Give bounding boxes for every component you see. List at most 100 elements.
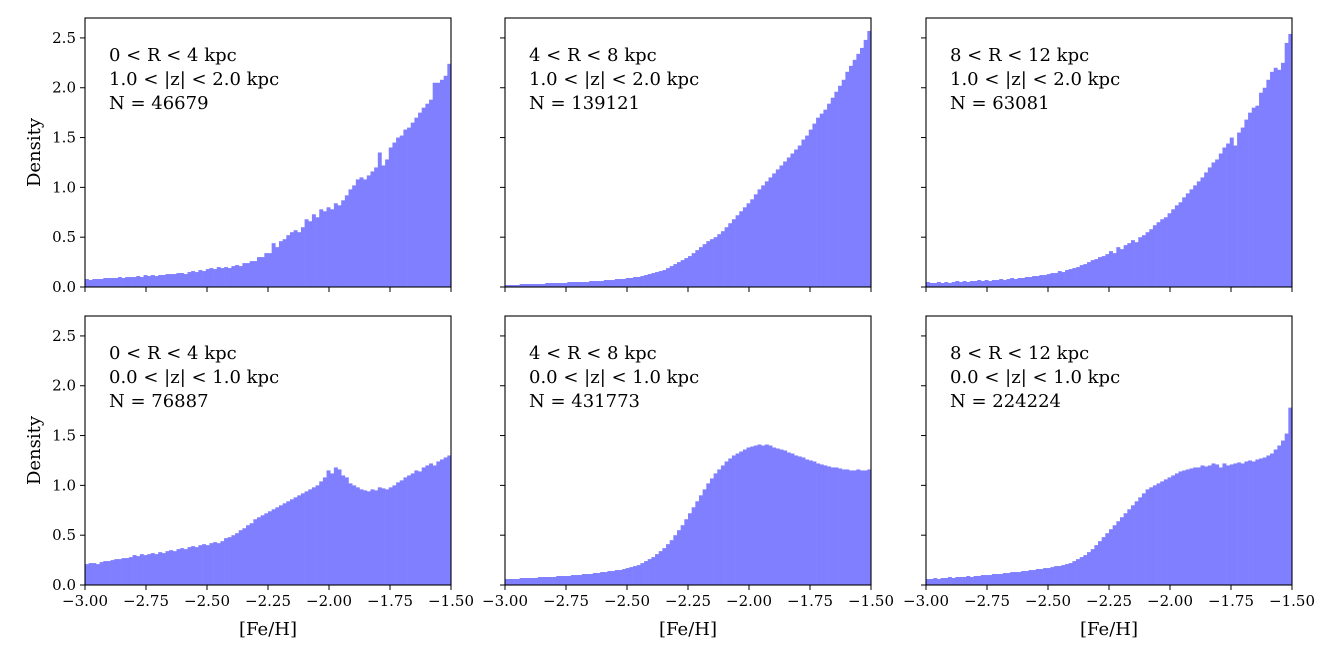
histogram-bar (570, 575, 575, 585)
histogram-bar (1002, 573, 1007, 585)
histogram-bar (246, 525, 250, 585)
histogram-bars (926, 407, 1293, 585)
histogram-bar (355, 487, 360, 585)
x-tick-label: −2.75 (964, 592, 1010, 610)
histogram-bar (947, 283, 952, 287)
histogram-bar (552, 283, 557, 287)
histogram-bar (238, 530, 243, 585)
histogram-bar (552, 577, 557, 585)
histogram-bar (1160, 219, 1165, 287)
histogram-bar (227, 537, 232, 585)
histogram-bar (867, 469, 872, 585)
histogram-bar (578, 282, 583, 287)
histogram-bar (264, 253, 269, 287)
histogram-bar (633, 566, 638, 585)
panel-2: 4 < R < 8 kpc 1.0 < |z| < 2.0 kpc N = 1391… (500, 17, 872, 292)
histogram-bar (128, 277, 133, 287)
histogram-bar (1112, 525, 1117, 585)
histogram-bar (403, 477, 408, 585)
histogram-bar (110, 560, 115, 585)
histogram-bar (260, 515, 265, 585)
histogram-bar (1251, 107, 1256, 287)
histogram-bar (962, 577, 967, 585)
histogram-bar (1207, 465, 1212, 585)
histogram-bar (772, 447, 777, 585)
histogram-bar (333, 203, 338, 287)
histogram-bar (161, 553, 166, 585)
histogram-bar (1200, 177, 1205, 287)
histogram-bar (940, 283, 945, 287)
histogram-bar (403, 129, 408, 287)
histogram-bar (1046, 274, 1051, 287)
histogram-bar (1226, 143, 1231, 287)
histogram-bar (1200, 465, 1205, 585)
y-tick-label: 1.0 (52, 178, 76, 196)
histogram-bar (187, 547, 192, 585)
histogram-bar (523, 284, 528, 287)
histogram-bar (768, 445, 773, 585)
histogram-bar (1167, 213, 1172, 287)
histogram-bar (1065, 270, 1070, 287)
histogram-bar (1204, 466, 1209, 585)
histogram-bar (139, 277, 144, 287)
histogram-bar (205, 269, 210, 287)
histogram-bar (1222, 147, 1227, 287)
histogram-bar (1248, 460, 1253, 585)
histogram-bar (688, 256, 692, 287)
histogram-bar (658, 551, 663, 585)
histogram-bar (216, 267, 221, 287)
histogram-bar (308, 489, 313, 585)
histogram-bar (1185, 193, 1190, 287)
histogram-bar (830, 467, 835, 585)
histogram-bar (1006, 573, 1011, 585)
histogram-bar (1160, 481, 1165, 585)
histogram-bar (1112, 253, 1117, 287)
histogram-bar (860, 47, 864, 287)
x-tick-label: −3.00 (482, 592, 528, 610)
histogram-bar (713, 473, 718, 585)
histogram-bar (209, 268, 214, 287)
histogram-bar (519, 284, 524, 287)
histogram-bar (622, 569, 627, 585)
histogram-bar (359, 489, 364, 585)
histogram-bar (132, 277, 137, 287)
histogram-bar (644, 561, 649, 585)
histogram-bar (709, 478, 714, 585)
histogram-bar (805, 135, 810, 287)
histogram-bar (1270, 453, 1274, 585)
histogram-bar (1127, 509, 1132, 585)
histogram-bar (1028, 277, 1033, 287)
histogram-bar (92, 563, 97, 585)
histogram-bar (282, 503, 287, 585)
histogram-bar (1032, 276, 1037, 287)
histogram-bar (541, 284, 546, 287)
y-tick-label: 1.5 (52, 427, 76, 445)
histogram-bar (995, 280, 1000, 287)
histogram-bar (757, 444, 762, 585)
histogram-bar (955, 577, 960, 585)
histogram-bar (537, 577, 542, 585)
histogram-bar (110, 278, 115, 287)
histogram-bar (786, 452, 791, 585)
histogram-bar (198, 270, 203, 287)
histogram-bar (750, 446, 755, 585)
histogram-bar (772, 173, 777, 287)
histogram-bar (293, 497, 298, 585)
histogram-bar (534, 284, 539, 287)
histogram-bar (421, 107, 426, 287)
histogram-bar (786, 157, 791, 287)
histogram-bar (662, 270, 667, 287)
x-axis-label: [Fe/H] (1080, 619, 1138, 640)
histogram-bar (724, 461, 729, 585)
histogram-bar (425, 103, 430, 288)
histogram-bar (377, 487, 382, 585)
histogram-bar (209, 543, 214, 585)
histogram-bar (1094, 259, 1099, 287)
histogram-bar (717, 234, 722, 287)
histogram-bar (282, 239, 287, 287)
histogram-bar (352, 185, 357, 287)
histogram-bar (1193, 185, 1198, 287)
histogram-bar (680, 260, 685, 287)
histogram-bar (958, 282, 963, 287)
x-axis-label: [Fe/H] (239, 619, 297, 640)
